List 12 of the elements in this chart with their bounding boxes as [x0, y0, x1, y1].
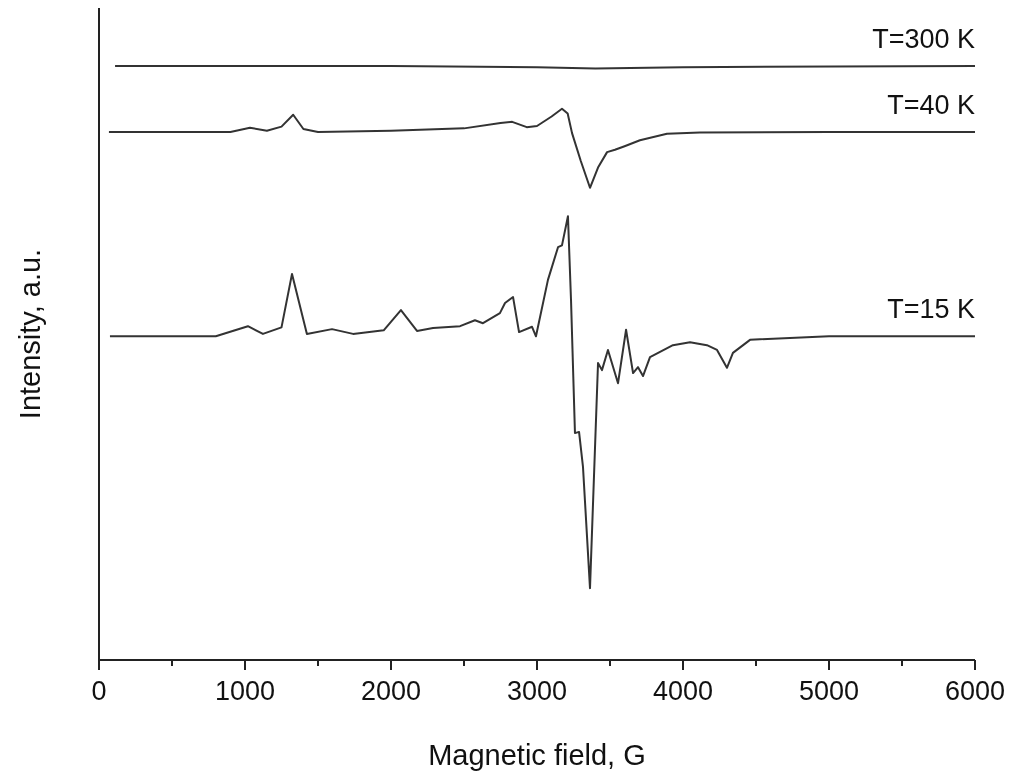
x-tick-label: 0 — [91, 676, 107, 706]
y-axis-title: Intensity, a.u. — [14, 248, 46, 420]
x-tick-label: 4000 — [652, 676, 714, 706]
series-label: T=15 K — [887, 294, 975, 325]
x-tick-label: 1000 — [214, 676, 276, 706]
x-tick-label: 5000 — [798, 676, 860, 706]
x-tick-label: 2000 — [360, 676, 422, 706]
x-tick-label: 6000 — [944, 676, 1006, 706]
x-axis-title: Magnetic field, G — [428, 739, 646, 771]
series-label: T=300 K — [872, 24, 975, 54]
series-label: T=40 K — [887, 89, 975, 120]
x-tick-label: 3000 — [506, 676, 568, 706]
